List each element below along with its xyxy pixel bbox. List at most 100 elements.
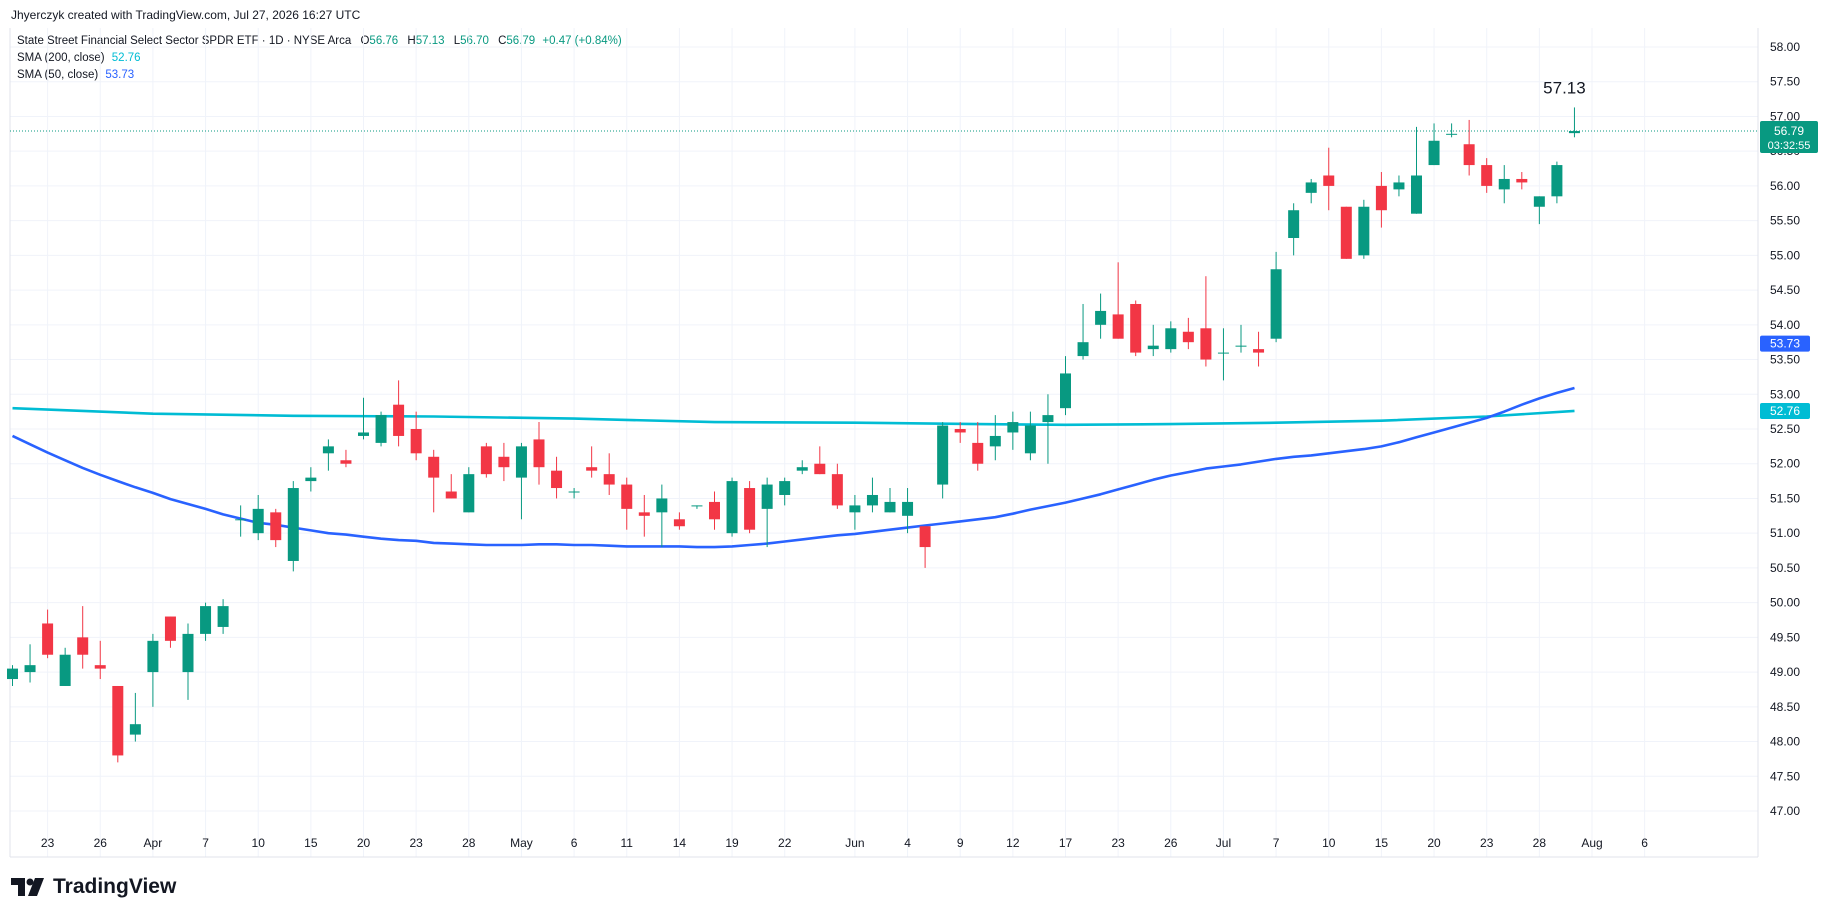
candle-body: [656, 498, 668, 513]
countdown-timer: 03:32:55: [1768, 140, 1811, 152]
y-tick-label: 50.00: [1770, 596, 1800, 610]
candle: [656, 484, 668, 548]
sma200-price-tag-bg: [1760, 402, 1810, 419]
candle: [1235, 324, 1247, 353]
candle-body: [252, 508, 264, 534]
candle-body: [77, 637, 89, 655]
candle-body: [340, 460, 352, 464]
x-tick-label: 28: [1533, 836, 1547, 850]
change-value: +0.47 (+0.84%): [542, 35, 622, 47]
candle: [831, 463, 843, 509]
candle-body: [1323, 175, 1335, 186]
candle: [691, 505, 703, 509]
candle-body: [972, 442, 984, 464]
candle-body: [1235, 345, 1247, 347]
candle: [445, 474, 457, 499]
candle-body: [1305, 182, 1317, 193]
candle: [1516, 172, 1528, 190]
candle-body: [428, 456, 440, 478]
x-tick-label: Jun: [845, 836, 864, 850]
candles: [7, 107, 1580, 763]
candle-body: [1147, 345, 1159, 350]
x-tick-label: 4: [904, 836, 911, 850]
sma200-legend[interactable]: SMA (200, close) 52.76: [17, 52, 141, 64]
sma200-line: [12, 406, 1575, 427]
x-tick-label: 15: [304, 836, 318, 850]
candle: [322, 439, 334, 471]
tradingview-wordmark: TradingView: [53, 875, 177, 898]
candle: [42, 609, 54, 659]
candle: [1551, 161, 1563, 204]
candle: [428, 449, 440, 513]
sma200-value: 52.76: [111, 52, 141, 64]
candle-body: [182, 633, 194, 673]
candle: [217, 599, 229, 634]
chart-credit: Jhyerczyk created with TradingView.com, …: [11, 8, 361, 22]
y-tick-label: 47.50: [1770, 769, 1800, 783]
candle-body: [164, 616, 176, 641]
candle: [1060, 356, 1071, 416]
x-tick-label: 20: [357, 836, 371, 850]
candle-body: [7, 668, 18, 680]
candle: [1042, 394, 1054, 464]
candle: [866, 477, 878, 513]
price-chart[interactable]: 47.00 47.50 48.00 48.50 49.00 49.50 50.00 50.50…: [0, 0, 1835, 870]
x-tick-label: 11: [621, 836, 634, 850]
candle: [709, 491, 720, 530]
candle-body: [1516, 178, 1528, 183]
candle: [919, 526, 931, 568]
candle: [1253, 331, 1265, 367]
y-tick-label: 54.50: [1770, 283, 1800, 297]
high-value: 57.13: [415, 35, 445, 47]
candle: [1393, 175, 1405, 197]
y-tick-label: 47.00: [1770, 804, 1800, 818]
candle: [1112, 262, 1124, 339]
candle: [814, 446, 826, 475]
y-tick-label: 53.50: [1770, 353, 1800, 367]
candle-body: [112, 685, 124, 756]
candle: [1375, 172, 1387, 228]
candle-body: [673, 519, 685, 527]
candle-body: [463, 474, 475, 513]
candle: [1200, 276, 1212, 367]
candle-body: [568, 491, 580, 493]
candle: [796, 460, 808, 475]
candle-body: [322, 446, 334, 454]
y-tick-label: 57.00: [1770, 109, 1800, 123]
candle: [1288, 203, 1300, 256]
candle-body: [551, 470, 563, 489]
candle: [937, 422, 949, 499]
open-value: 56.76: [369, 35, 399, 47]
x-tick-label: 20: [1427, 836, 1441, 850]
candle-body: [270, 512, 282, 541]
candle: [568, 488, 580, 499]
sma50-price-tag: 53.73: [1760, 335, 1810, 352]
sma50-legend[interactable]: SMA (50, close) 53.73: [17, 69, 134, 81]
candle-body: [1498, 178, 1510, 190]
candle: [24, 644, 36, 683]
candle-body: [761, 484, 773, 509]
candle-body: [24, 665, 36, 673]
candle-body: [533, 439, 545, 468]
candle-body: [1077, 342, 1089, 357]
candle: [1165, 321, 1177, 353]
candle-body: [375, 415, 387, 443]
candle-body: [1446, 133, 1458, 135]
candle: [1463, 119, 1475, 176]
candle: [480, 442, 492, 478]
low-value: 56.70: [460, 35, 489, 47]
tradingview-brand[interactable]: TradingView: [11, 875, 176, 899]
candle: [375, 411, 387, 447]
open-label: O: [360, 35, 370, 47]
candle: [1217, 328, 1229, 381]
candle: [1498, 165, 1510, 204]
candle: [252, 494, 264, 541]
candle-body: [884, 501, 896, 513]
candle: [954, 422, 966, 443]
candle-body: [515, 446, 527, 478]
candle-body: [94, 665, 106, 669]
candle-body: [200, 606, 212, 634]
sma50-price-tag-bg: [1760, 335, 1810, 352]
candle-body: [831, 474, 843, 506]
candle: [7, 665, 18, 686]
